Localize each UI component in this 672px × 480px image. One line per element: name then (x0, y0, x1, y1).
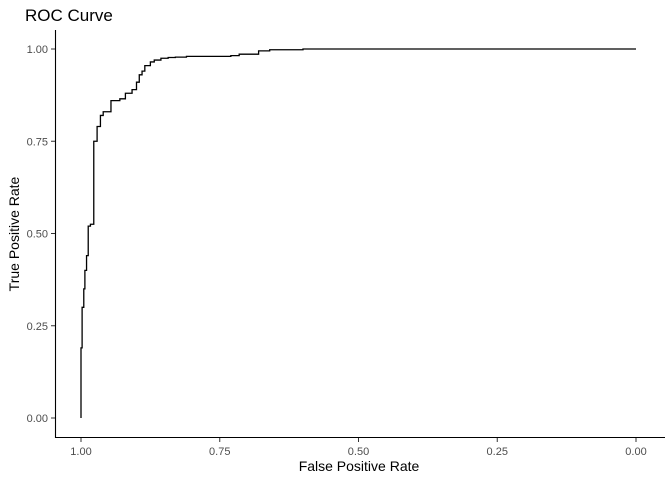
y-tick-label: 0.00 (27, 413, 48, 425)
x-tick-label: 0.25 (487, 446, 508, 458)
x-tick-label: 0.50 (348, 446, 369, 458)
y-tick-label: 0.50 (27, 229, 48, 241)
x-tick-label: 0.75 (209, 446, 230, 458)
x-tick-label: 1.00 (70, 446, 91, 458)
y-tick-label: 0.25 (27, 321, 48, 333)
roc-curve-line (80, 48, 636, 418)
series-layer (80, 48, 636, 418)
y-tick-label: 0.75 (27, 136, 48, 148)
x-axis-title: False Positive Rate (299, 458, 420, 474)
chart-title: ROC Curve (25, 6, 113, 25)
y-axis-title: True Positive Rate (6, 176, 22, 291)
y-tick-label: 1.00 (27, 44, 48, 56)
x-axis-ticks: 1.00 0.75 0.50 0.25 0.00 (70, 438, 647, 458)
y-axis-ticks: 0.00 0.25 0.50 0.75 1.00 (27, 44, 55, 425)
x-tick-label: 0.00 (625, 446, 646, 458)
plot-area: 1.00 0.75 0.50 0.25 0.00 0.000.250.500.751.0… (27, 30, 665, 458)
